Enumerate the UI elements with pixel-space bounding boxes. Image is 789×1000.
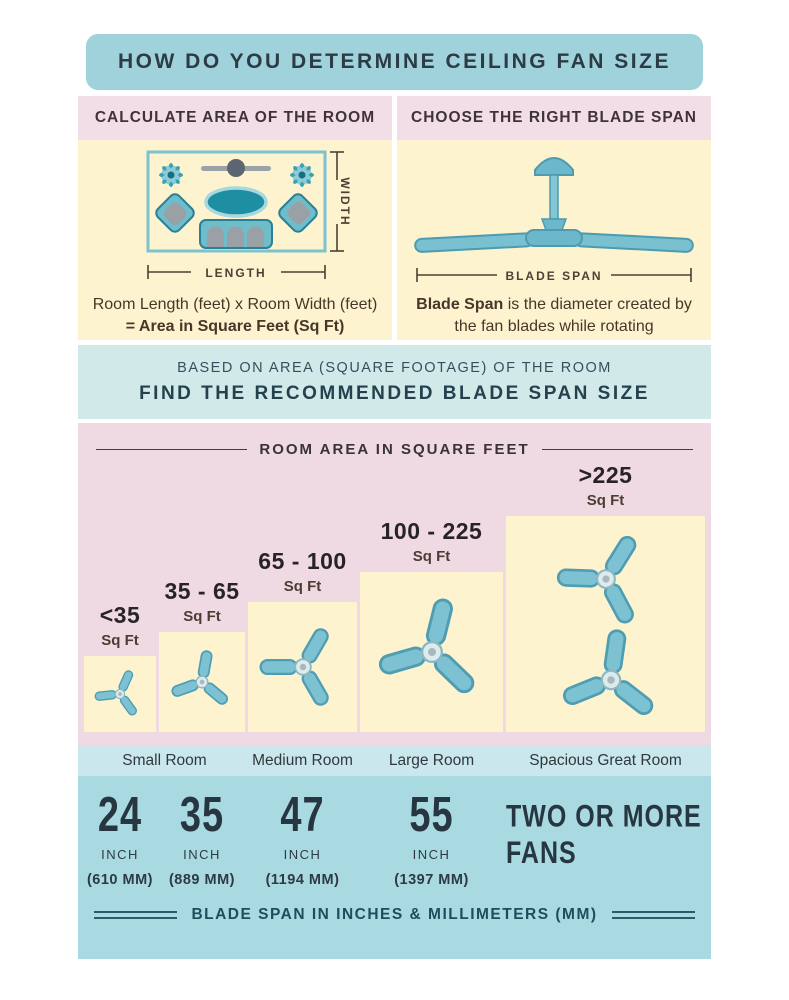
- length-label: LENGTH: [205, 266, 266, 280]
- step-medium: 65 - 100 Sq Ft: [248, 462, 357, 732]
- step-chart: <35 Sq Ft 35 - 65 Sq Ft: [78, 462, 711, 732]
- size-multi-fans: TWO OR MORE FANS: [506, 799, 702, 871]
- step2-range: 35 - 65: [164, 578, 240, 604]
- step2-block: [159, 632, 245, 732]
- banner-line2: FIND THE RECOMMENDED BLADE SPAN SIZE: [139, 382, 650, 404]
- ceiling-fan-top-icon: [90, 664, 149, 723]
- blade-span-label: BLADE SPAN: [505, 269, 602, 283]
- sofa-icon: [199, 219, 273, 249]
- panel-left-title: CALCULATE AREA OF THE ROOM: [94, 109, 376, 126]
- page-title: HOW DO YOU DETERMINE CEILING FAN SIZE: [118, 50, 671, 73]
- step4-block: [360, 572, 503, 732]
- ceiling-fan-top-icon: [549, 618, 674, 743]
- room-label-medium: Medium Room: [252, 751, 353, 769]
- header-rule-right: [541, 448, 694, 450]
- banner-line1: BASED ON AREA (SQUARE FOOTAGE) OF THE RO…: [177, 359, 612, 376]
- panel-calculate-area: CALCULATE AREA OF THE ROOM: [78, 96, 392, 340]
- sizes-row: 24 INCH (610 MM) 35 INCH (889 MM) 47 INC…: [78, 788, 711, 888]
- size-47: 47 INCH (1194 MM): [265, 788, 340, 888]
- ceiling-fan-top-icon: [164, 644, 241, 721]
- step1-block: [84, 656, 156, 732]
- plant-icon: [290, 163, 314, 187]
- chart-header: ROOM AREA IN SQUARE FEET: [96, 436, 694, 462]
- size-55: 55 INCH (1397 MM): [394, 788, 469, 888]
- ceiling-fan-side-icon: BLADE SPAN: [414, 157, 694, 283]
- step3-unit: Sq Ft: [283, 578, 322, 595]
- area-formula: Room Length (feet) x Room Width (feet) =…: [84, 294, 386, 337]
- recommendation-banner: BASED ON AREA (SQUARE FOOTAGE) OF THE RO…: [78, 345, 711, 419]
- blade-span-dimension: BLADE SPAN: [416, 268, 692, 283]
- panel-right-title: CHOOSE THE RIGHT BLADE SPAN: [411, 109, 697, 126]
- blade-span-description: Blade Span is the diameter created by th…: [403, 294, 705, 337]
- panel-blade-span: CHOOSE THE RIGHT BLADE SPAN BLADE SP: [397, 96, 711, 340]
- step4-range: 100 - 225: [380, 518, 483, 544]
- step5-unit: Sq Ft: [586, 492, 625, 509]
- top-panels: CALCULATE AREA OF THE ROOM: [78, 96, 711, 340]
- formula-line1: Room Length (feet) x Room Width (feet): [92, 296, 378, 313]
- ceiling-fan-top-icon: [370, 590, 494, 714]
- step1-range: <35: [99, 602, 141, 628]
- armchair-icon: [278, 193, 318, 233]
- step-large: 100 - 225 Sq Ft: [360, 462, 503, 732]
- step3-block: [248, 602, 357, 732]
- step2-unit: Sq Ft: [183, 608, 221, 625]
- step-great: >225 Sq Ft: [506, 462, 705, 732]
- plant-icon: [159, 163, 183, 187]
- panel-right-body: BLADE SPAN Blade Span is the diameter cr…: [397, 140, 711, 340]
- armchair-icon: [155, 193, 195, 233]
- panel-header-left: CALCULATE AREA OF THE ROOM: [78, 96, 392, 140]
- coffee-table-icon: [204, 186, 268, 218]
- length-dimension: LENGTH: [147, 265, 326, 280]
- footer-label: BLADE SPAN IN INCHES & MILLIMETERS (MM): [191, 906, 598, 923]
- step5-block: [506, 516, 705, 732]
- blade-span-desc-bold: Blade Span: [416, 296, 504, 313]
- tv-icon: [201, 159, 271, 177]
- blade-span-sizes: 24 INCH (610 MM) 35 INCH (889 MM) 47 INC…: [78, 776, 711, 959]
- room-label-small: Small Room: [122, 751, 207, 769]
- header-rule-left: [96, 448, 248, 450]
- width-label: WIDTH: [338, 177, 352, 226]
- step-medium-small: 35 - 65 Sq Ft: [159, 462, 245, 732]
- room-labels-band: Small Room Medium Room Large Room Spacio…: [78, 745, 711, 776]
- footer-rule-right: [611, 911, 695, 919]
- infographic-content: HOW DO YOU DETERMINE CEILING FAN SIZE CA…: [78, 34, 711, 959]
- panel-left-body: WIDTH LENGTH: [78, 140, 392, 340]
- step5-range: >225: [578, 462, 633, 488]
- chart-footer: BLADE SPAN IN INCHES & MILLIMETERS (MM): [78, 906, 711, 924]
- title-banner: HOW DO YOU DETERMINE CEILING FAN SIZE: [86, 34, 703, 90]
- room-top-view-icon: WIDTH LENGTH: [146, 150, 352, 280]
- step1-unit: Sq Ft: [101, 632, 139, 649]
- room-area-chart: ROOM AREA IN SQUARE FEET <35 Sq Ft 35 - …: [78, 423, 711, 745]
- room-label-large: Large Room: [388, 751, 475, 769]
- chart-title: ROOM AREA IN SQUARE FEET: [259, 440, 530, 458]
- step-small: <35 Sq Ft: [84, 462, 156, 732]
- step4-unit: Sq Ft: [412, 548, 451, 565]
- room-label-great: Spacious Great Room: [529, 751, 682, 769]
- formula-line2: = Area in Square Feet (Sq Ft): [125, 317, 345, 335]
- blade-span-desc-rest: is the diameter created by the fan blade…: [454, 296, 692, 335]
- footer-rule-left: [94, 911, 178, 919]
- ceiling-fan-top-icon: [248, 612, 357, 721]
- size-24: 24 INCH (610 MM): [86, 788, 154, 888]
- width-dimension: WIDTH: [330, 151, 352, 252]
- step3-range: 65 - 100: [258, 548, 347, 574]
- size-35: 35 INCH (889 MM): [168, 788, 236, 888]
- panel-header-right: CHOOSE THE RIGHT BLADE SPAN: [397, 96, 711, 140]
